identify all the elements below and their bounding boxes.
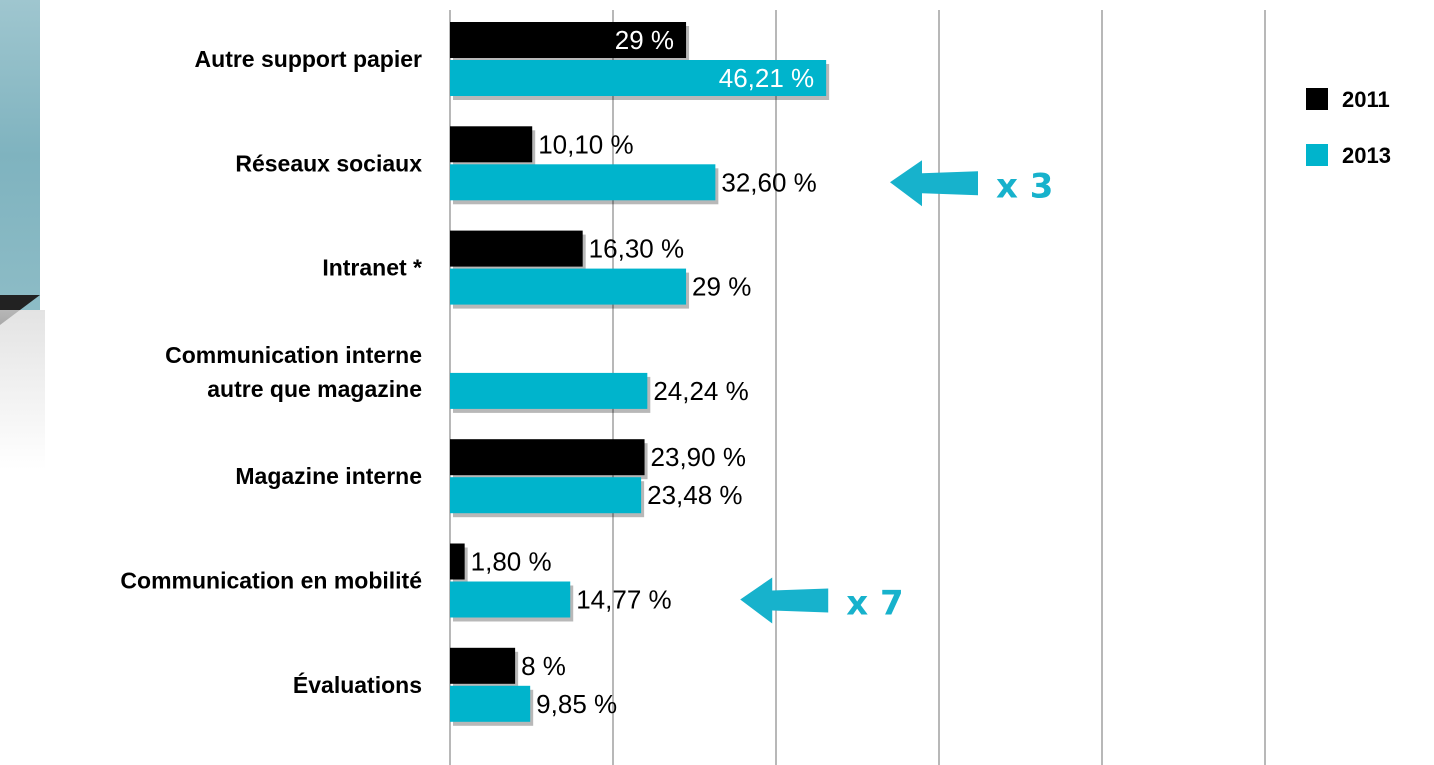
arrow-icon — [740, 577, 829, 624]
multiplier-annotations: x 3 x 7 — [740, 160, 1053, 624]
legend-label-2013: 2013 — [1342, 143, 1391, 168]
decorative-fade — [0, 310, 45, 470]
bar-2013 — [450, 372, 648, 409]
multiplier-label: x 7 — [846, 584, 903, 624]
category-label-line: autre que magazine — [207, 376, 422, 402]
bar-2013 — [450, 164, 716, 201]
value-label-2011: 23,90 % — [651, 442, 746, 472]
category-label-line: Réseaux sociaux — [235, 150, 422, 176]
bar-2011 — [450, 439, 645, 476]
value-label-2011: 10,10 % — [538, 129, 633, 159]
category-label: Autre support papier — [195, 46, 423, 72]
category-label-line: Communication en mobilité — [120, 568, 422, 594]
value-label-2011: 1,80 % — [471, 547, 552, 577]
value-label-2013: 14,77 % — [576, 585, 671, 615]
category-label-line: Magazine interne — [235, 463, 422, 489]
category-label: Réseaux sociaux — [235, 150, 422, 176]
bar-2011 — [450, 230, 583, 267]
category-label: Évaluations — [293, 671, 422, 698]
category-labels: Autre support papier Réseaux sociaux Intra… — [120, 46, 422, 698]
bar-2011 — [450, 543, 465, 580]
bar-2011 — [450, 22, 687, 58]
value-label-2011: 29 % — [615, 25, 674, 55]
legend-label-2011: 2011 — [1342, 87, 1390, 112]
value-label-2013: 29 % — [692, 272, 751, 302]
decorative-background-strip — [0, 0, 40, 310]
value-label-2013: 46,21 % — [719, 63, 814, 93]
category-label: Intranet * — [322, 255, 422, 281]
category-label-line: Évaluations — [293, 671, 422, 698]
bar-2013 — [450, 60, 827, 96]
value-label-2011: 16,30 % — [589, 234, 684, 264]
category-label: Magazine interne — [235, 463, 422, 489]
chart-bars — [450, 22, 830, 726]
value-label-2013: 24,24 % — [653, 376, 748, 406]
value-label-2013: 32,60 % — [721, 167, 816, 197]
chart-grid — [449, 10, 1266, 765]
value-label-2011: 8 % — [521, 651, 566, 681]
legend-swatch-2013 — [1306, 144, 1328, 166]
value-label-2013: 23,48 % — [647, 480, 742, 510]
category-label: Communication interne autre que magazine — [165, 342, 422, 402]
chart-legend: 2011 2013 — [1306, 87, 1391, 168]
bar-2013 — [450, 268, 687, 305]
category-label-line: Intranet * — [322, 255, 422, 281]
category-label-line: Autre support papier — [195, 46, 423, 72]
arrow-icon — [890, 160, 978, 207]
legend-swatch-2011 — [1306, 88, 1328, 110]
bar-2013 — [450, 477, 642, 514]
category-label: Communication en mobilité — [120, 568, 422, 594]
bar-2013 — [450, 581, 571, 618]
multiplier-label: x 3 — [996, 166, 1053, 206]
value-labels: 29 % 46,21 % 10,10 % 32,60 % 16,30 % 29 % 24,2… — [471, 25, 817, 719]
value-label-2013: 9,85 % — [536, 689, 617, 719]
category-label-line: Communication interne — [165, 342, 422, 368]
bar-2011 — [450, 647, 516, 684]
bar-2013 — [450, 685, 531, 722]
bar-2011 — [450, 126, 533, 163]
